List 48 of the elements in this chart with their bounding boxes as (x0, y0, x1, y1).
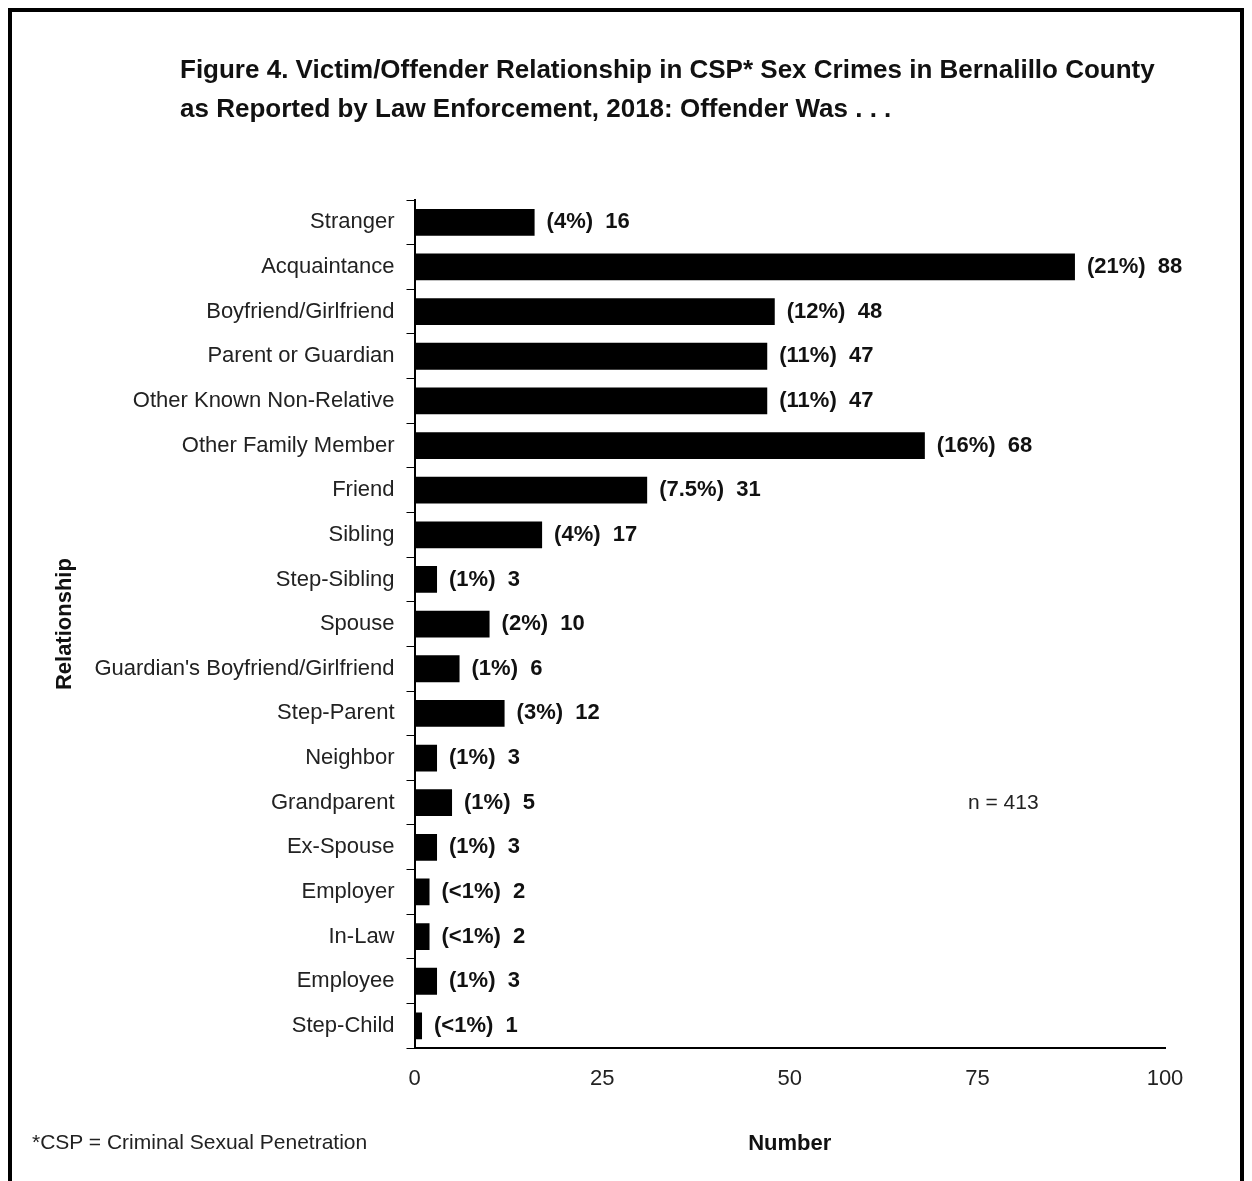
y-tick-label: Neighbor (305, 744, 395, 770)
x-tick-label: 25 (589, 1065, 615, 1091)
data-label: (2%) 10 (501, 610, 585, 636)
data-label: (1%) 3 (449, 967, 520, 993)
text: *CSP = Criminal Sexual Penetration (32, 1130, 368, 1154)
y-tick-label: Sibling (328, 520, 395, 546)
data-label: (4%) 16 (546, 208, 630, 234)
x-tick-label: 100 (1146, 1065, 1184, 1091)
chart-title: Figure 4. Victim/Offender Relationship in CSP* Sex Crimes in Bernalillo County as Reported by Law Enforcement, 2018: Offender Was . . . (180, 53, 1156, 125)
data-label: (16%) 68 (936, 431, 1033, 457)
y-tick-label: Stranger (310, 208, 395, 234)
y-tick-label: Grandparent (270, 788, 395, 814)
data-label: (1%) 3 (449, 833, 520, 859)
x-tick-label: 0 (408, 1065, 421, 1091)
y-tick-label: Other Known Non-Relative (132, 386, 395, 412)
x-tick-label: 50 (777, 1065, 802, 1091)
y-tick-label: Parent or Guardian (207, 342, 395, 368)
data-label: (1%) 5 (464, 788, 535, 814)
y-tick-label: Step-Parent (277, 699, 395, 725)
data-label: (1%) 3 (449, 565, 520, 591)
x-axis-title: Number (748, 1129, 832, 1155)
data-label: (<1%) 1 (434, 1011, 518, 1037)
y-tick-label: Other Family Member (181, 431, 395, 457)
data-label: (11%) 47 (779, 386, 874, 412)
y-tick-label: Employer (301, 878, 395, 904)
data-label: (<1%) 2 (441, 878, 526, 904)
y-tick-label: Friend (332, 476, 395, 502)
y-tick-label: Step-Child (291, 1011, 395, 1037)
y-tick-label: Guardian's Boyfriend/Girlfriend (94, 654, 395, 680)
data-label: (1%) 3 (449, 744, 520, 770)
y-tick-label: In-Law (328, 922, 395, 948)
data-label: (1%) 6 (471, 654, 543, 680)
annotation: n = 413 (968, 790, 1039, 814)
y-tick-label: Acquaintance (261, 253, 395, 279)
data-label: (<1%) 2 (441, 922, 526, 948)
y-tick-label: Employee (296, 967, 395, 993)
y-tick-label: Ex-Spouse (286, 833, 395, 859)
data-label: (12%) 48 (786, 297, 883, 323)
y-axis-title: Relationship (51, 558, 77, 691)
data-label: (11%) 47 (779, 342, 874, 368)
data-label: (4%) 17 (554, 520, 638, 546)
data-label: (21%) 88 (1086, 253, 1183, 279)
data-label: (7.5%) 31 (659, 476, 761, 502)
data-label: (3%) 12 (516, 699, 600, 725)
y-tick-label: Step-Sibling (275, 565, 395, 591)
y-tick-label: Boyfriend/Girlfriend (206, 297, 395, 323)
x-tick-label: 75 (965, 1065, 990, 1091)
y-tick-label: Spouse (319, 610, 395, 636)
